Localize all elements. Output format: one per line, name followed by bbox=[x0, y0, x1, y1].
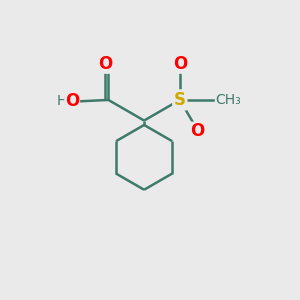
Text: O: O bbox=[173, 55, 187, 73]
Text: S: S bbox=[174, 91, 186, 109]
Text: O: O bbox=[190, 122, 205, 140]
Text: CH₃: CH₃ bbox=[215, 93, 241, 107]
Text: O: O bbox=[65, 92, 79, 110]
Text: H: H bbox=[57, 94, 68, 108]
Text: O: O bbox=[98, 55, 112, 73]
